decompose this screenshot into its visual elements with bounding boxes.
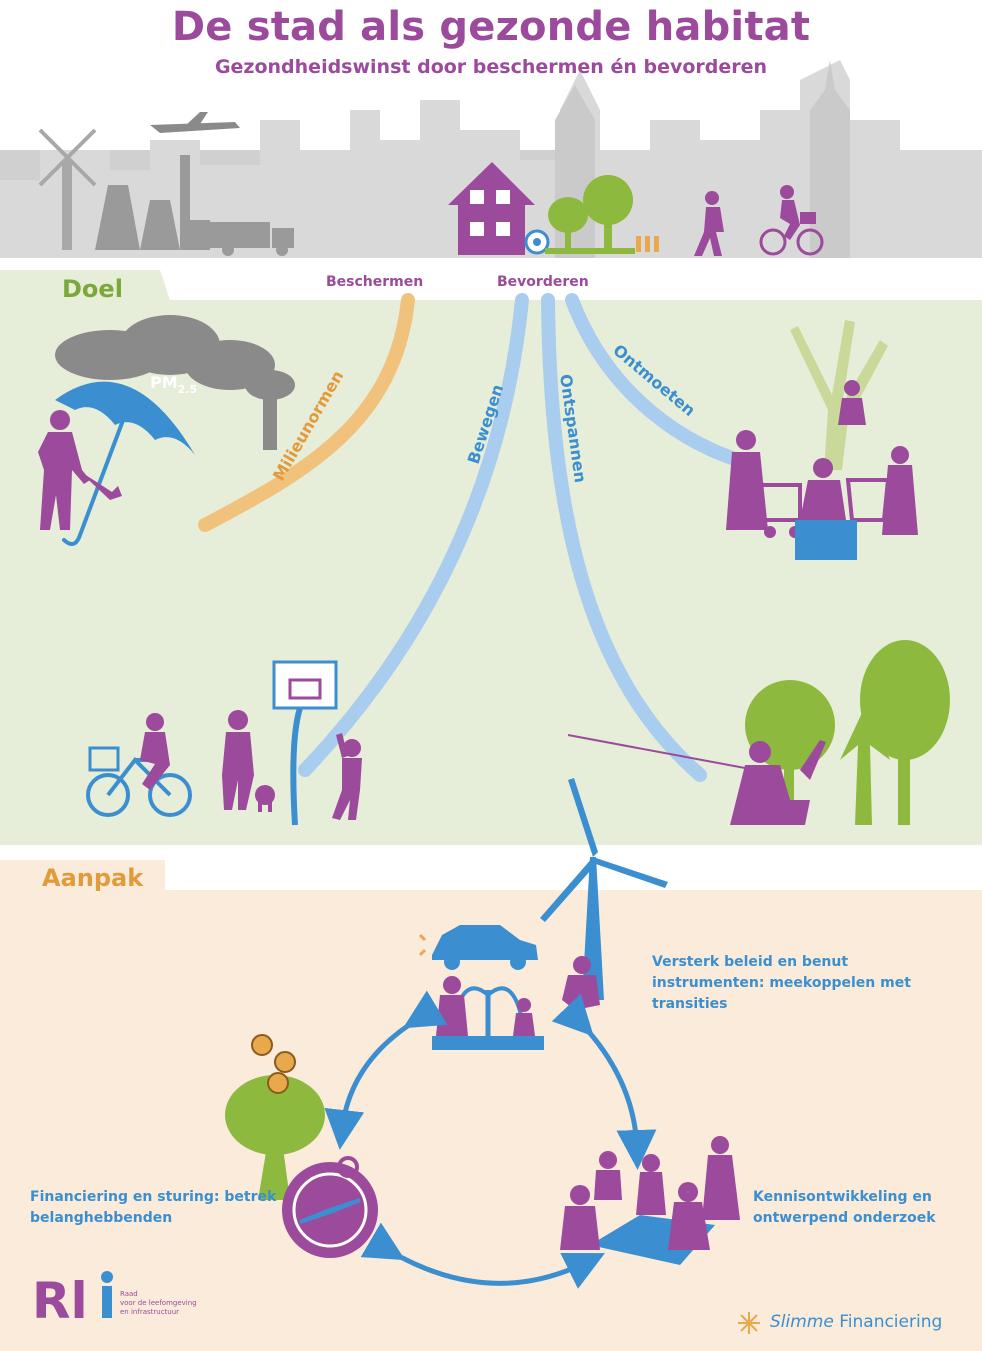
rli-tagline-3: en infrastructuur — [120, 1308, 179, 1316]
plane-icon — [150, 112, 240, 133]
cyclist-icon — [759, 185, 824, 256]
house-icon — [448, 162, 535, 255]
pm-label: PM2.5 — [150, 373, 197, 396]
promote-label: Bevorderen — [497, 274, 589, 290]
truck-icon — [210, 222, 294, 256]
factory-icon — [95, 155, 210, 250]
gardener-figure — [38, 410, 122, 530]
action-knowledge-text: Kennisontwikkeling en ontwerpend onderzo… — [753, 1189, 936, 1226]
goal-section-label: Doel — [62, 275, 123, 303]
fountain-icon — [432, 976, 544, 1050]
meeting-people — [726, 380, 918, 538]
tree-icon — [545, 175, 635, 254]
windmill-icon — [38, 128, 97, 250]
money-tree-icon — [225, 1034, 325, 1200]
city-skyline — [0, 60, 982, 260]
football-icon — [524, 229, 550, 255]
cycle-arrows — [324, 990, 657, 1289]
compass-icon — [282, 1156, 378, 1258]
walker-with-dog — [222, 710, 275, 812]
approach-section-label: Aanpak — [42, 864, 144, 892]
svg-text:Rl: Rl — [32, 1272, 88, 1330]
stream-ontspannen — [541, 293, 707, 782]
euro-coin-icon — [251, 1034, 296, 1094]
stream-ontmoeten — [565, 293, 745, 467]
rli-tagline-2: voor de leefomgeving — [120, 1299, 197, 1307]
pedestrian-icon — [694, 191, 724, 256]
sun-icon — [738, 1312, 760, 1334]
stream-milieunormen — [198, 293, 415, 532]
doel-cyclist-icon — [86, 713, 192, 817]
wind-turbine-icon — [540, 778, 668, 1000]
forest-icon — [745, 640, 950, 825]
protect-label: Beschermen — [326, 274, 424, 290]
page-subtitle: Gezondheidswinst door beschermen én bevo… — [214, 56, 768, 78]
stream-bewegen — [298, 293, 529, 777]
basketball-hoop-icon — [272, 660, 338, 826]
rli-tagline-1: Raad — [120, 1290, 138, 1298]
fisherman-figure — [567, 734, 826, 825]
action-policy-text: Versterk beleid en benut instrumenten: m… — [652, 954, 911, 1012]
slimme-financiering-text: Slimme Financiering — [770, 1312, 943, 1332]
basketball-player — [332, 733, 362, 820]
slimme-financiering-logo — [738, 1312, 760, 1334]
action-finance-text: Financiering en sturing: betrek belanghe… — [30, 1189, 277, 1226]
meeting-table — [795, 520, 857, 560]
rli-logo: Rl Raad voor de leefomgeving en infrastr… — [32, 1271, 197, 1330]
page-title: De stad als gezonde habitat — [171, 4, 811, 50]
electric-car-icon — [418, 925, 538, 970]
children-icons — [636, 236, 659, 252]
pollution-cloud-icon — [55, 315, 295, 450]
meeting-tree-icon — [790, 320, 888, 470]
umbrella-icon — [55, 381, 195, 546]
